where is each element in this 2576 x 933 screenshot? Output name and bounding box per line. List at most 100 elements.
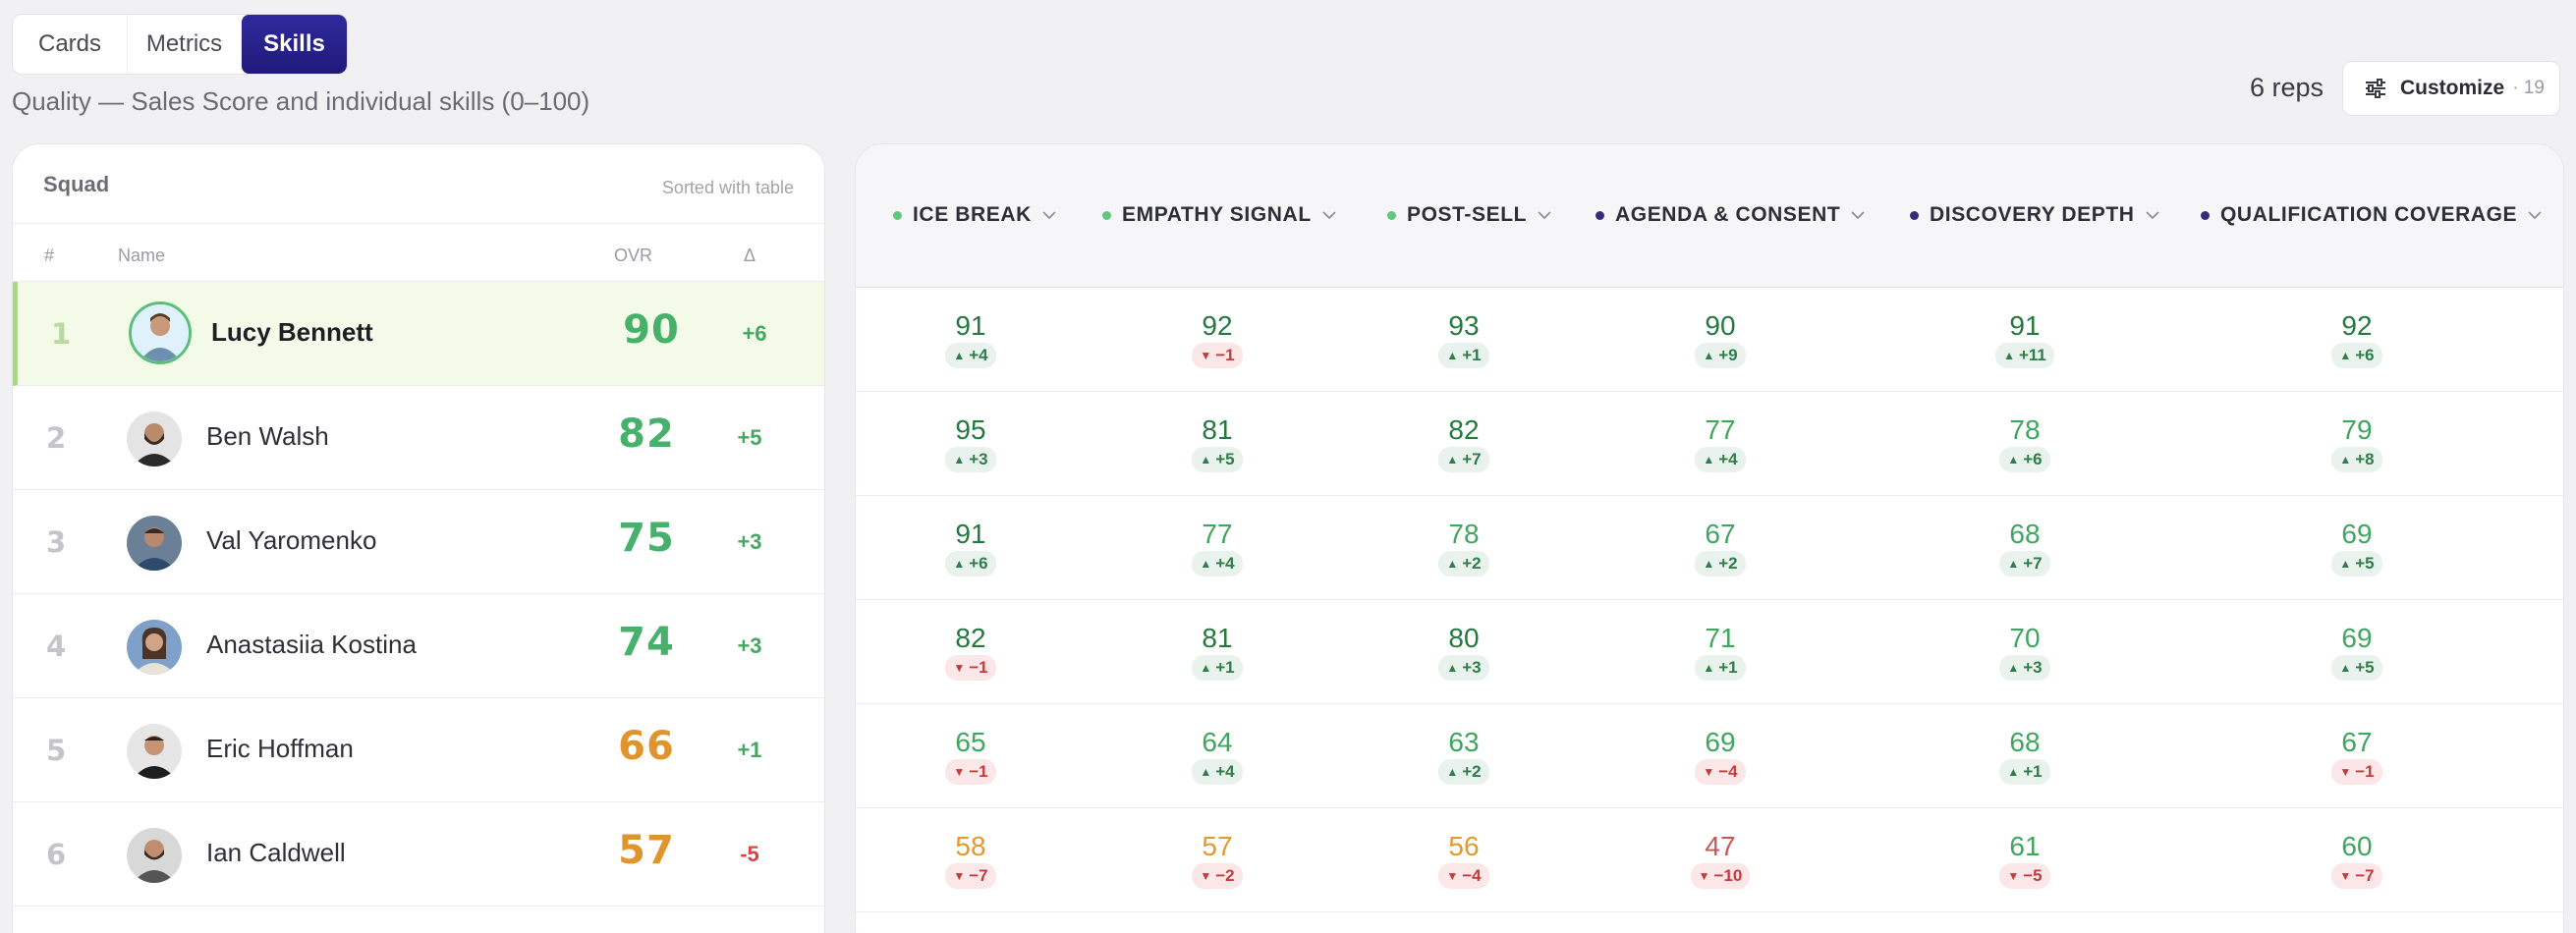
- rank: 6: [46, 838, 67, 871]
- squad-row[interactable]: 2 Ben Walsh 82 +5: [13, 386, 824, 490]
- rank: 2: [46, 421, 67, 455]
- skill-delta: −1: [2355, 762, 2375, 781]
- rank: 4: [46, 630, 67, 663]
- rank: 5: [46, 734, 67, 767]
- ovr-score: 90: [623, 307, 680, 353]
- squad-row[interactable]: 6 Ian Caldwell 57 -5: [13, 802, 824, 906]
- skill-score: 91: [955, 519, 986, 549]
- col-delta: Δ: [744, 246, 756, 265]
- skill-cell: 80 ▲ +3: [1405, 624, 1523, 681]
- chevron-down-icon: [1322, 210, 1336, 219]
- skill-score: 61: [2009, 831, 2041, 861]
- triangle-down-icon: ▼: [2339, 869, 2352, 883]
- ovr-score: 75: [618, 516, 675, 561]
- skill-score: 91: [955, 310, 986, 341]
- avatar: [127, 620, 182, 675]
- column-header-agenda-consent[interactable]: AGENDA & CONSENT: [1596, 203, 1865, 227]
- column-header-ice-break[interactable]: ICE BREAK: [893, 203, 1056, 227]
- skill-score: 69: [2341, 519, 2373, 549]
- triangle-up-icon: ▲: [2339, 349, 2352, 362]
- skill-cell: 65 ▼ −1: [912, 728, 1030, 785]
- skill-score: 71: [1705, 623, 1736, 653]
- skill-score: 92: [2341, 310, 2373, 341]
- skill-cell: 68 ▲ +7: [1966, 520, 2084, 576]
- skills-row[interactable]: 95 ▲ +3 81 ▲ +5 82 ▲ +7 77 ▲ +4 78 ▲ +6 79 ▲ +8: [856, 392, 2563, 496]
- skill-delta-badge: ▲ +5: [1192, 447, 1243, 472]
- skill-delta-badge: ▲ +4: [1695, 447, 1746, 472]
- customize-button[interactable]: Customize · 19: [2342, 61, 2560, 116]
- skill-cell: 67 ▼ −1: [2298, 728, 2416, 785]
- column-header-post-sell[interactable]: POST-SELL: [1387, 203, 1551, 227]
- squad-header: # Name OVR Δ: [13, 223, 824, 282]
- col-ovr: OVR: [614, 246, 653, 265]
- tab-cards[interactable]: Cards: [37, 30, 102, 57]
- skill-delta-badge: ▲ +9: [1695, 343, 1746, 368]
- skill-cell: 95 ▲ +3: [912, 415, 1030, 472]
- skill-delta-badge: ▲ +4: [1192, 759, 1243, 785]
- skill-cell: 56 ▼ −4: [1405, 832, 1523, 889]
- skill-score: 77: [1202, 519, 1233, 549]
- skill-cell: 77 ▲ +4: [1661, 415, 1779, 472]
- triangle-up-icon: ▲: [1446, 765, 1459, 779]
- rep-name: Ian Caldwell: [206, 838, 346, 867]
- triangle-up-icon: ▲: [2007, 765, 2020, 779]
- skill-delta-badge: ▼ −7: [945, 863, 996, 889]
- ovr-delta: -5: [740, 842, 759, 866]
- status-dot: [1102, 210, 1111, 220]
- skill-delta-badge: ▲ +3: [945, 447, 996, 472]
- customize-label: Customize: [2400, 77, 2505, 99]
- squad-row[interactable]: 3 Val Yaromenko 75 +3: [13, 490, 824, 594]
- column-header-qualification-coverage[interactable]: QUALIFICATION COVERAGE: [2201, 203, 2542, 227]
- skill-score: 47: [1705, 831, 1736, 861]
- status-dot: [1596, 210, 1604, 220]
- skill-delta-badge: ▲ +4: [945, 343, 996, 368]
- skill-delta-badge: ▲ +2: [1438, 759, 1489, 785]
- skill-cell: 81 ▲ +5: [1158, 415, 1276, 472]
- triangle-up-icon: ▲: [2007, 453, 2020, 466]
- skill-delta: +11: [2018, 346, 2046, 364]
- skill-delta: +6: [2355, 346, 2375, 364]
- skill-cell: 91 ▲ +11: [1966, 311, 2084, 368]
- skill-delta-badge: ▲ +6: [945, 551, 996, 576]
- skills-row[interactable]: 91 ▲ +6 77 ▲ +4 78 ▲ +2 67 ▲ +2 68 ▲ +7 69 ▲ +5: [856, 496, 2563, 600]
- col-name: Name: [118, 246, 166, 265]
- skills-row[interactable]: 82 ▼ −1 81 ▲ +1 80 ▲ +3 71 ▲ +1 70 ▲ +3 69 ▲ +5: [856, 600, 2563, 704]
- skill-score: 92: [1202, 310, 1233, 341]
- skill-score: 78: [2009, 414, 2041, 445]
- triangle-down-icon: ▼: [953, 765, 966, 779]
- chevron-down-icon: [1538, 210, 1551, 219]
- chevron-down-icon: [1851, 210, 1865, 219]
- skill-delta-badge: ▲ +2: [1438, 551, 1489, 576]
- skills-row[interactable]: 91 ▲ +4 92 ▼ −1 93 ▲ +1 90 ▲ +9 91 ▲ +11 92 ▲ +6: [856, 288, 2563, 392]
- triangle-up-icon: ▲: [1446, 661, 1459, 675]
- skill-delta: +4: [969, 346, 988, 364]
- skill-score: 57: [1202, 831, 1233, 861]
- skill-delta: +2: [1462, 762, 1482, 781]
- squad-row[interactable]: 1 Lucy Bennett 90 +6: [13, 282, 824, 386]
- skill-score: 68: [2009, 519, 2041, 549]
- status-dot: [1910, 210, 1919, 220]
- rep-name: Anastasiia Kostina: [206, 630, 417, 659]
- triangle-down-icon: ▼: [1703, 765, 1715, 779]
- skill-cell: 91 ▲ +4: [912, 311, 1030, 368]
- skill-delta: +4: [1215, 762, 1235, 781]
- column-header-empathy-signal[interactable]: EMPATHY SIGNAL: [1102, 203, 1336, 227]
- triangle-up-icon: ▲: [2339, 453, 2352, 466]
- triangle-down-icon: ▼: [1698, 869, 1710, 883]
- skills-row[interactable]: 58 ▼ −7 57 ▼ −2 56 ▼ −4 47 ▼ −10 61 ▼ −5 60 ▼ −7: [856, 808, 2563, 912]
- skill-delta: −1: [969, 762, 988, 781]
- view-tabs: Cards Metrics Skills: [12, 14, 348, 75]
- squad-row[interactable]: 5 Eric Hoffman 66 +1: [13, 698, 824, 802]
- skill-delta: +4: [1215, 554, 1235, 573]
- tab-skills[interactable]: Skills: [241, 15, 347, 74]
- customize-count: · 19: [2512, 78, 2545, 98]
- skill-delta: +7: [2023, 554, 2043, 573]
- chevron-down-icon: [2145, 210, 2159, 219]
- column-header-discovery-depth[interactable]: DISCOVERY DEPTH: [1910, 203, 2159, 227]
- tab-metrics[interactable]: Metrics: [127, 15, 241, 74]
- squad-row[interactable]: 4 Anastasiia Kostina 74 +3: [13, 594, 824, 698]
- triangle-up-icon: ▲: [2339, 661, 2352, 675]
- status-dot: [1387, 210, 1396, 220]
- skill-cell: 78 ▲ +2: [1405, 520, 1523, 576]
- skills-row[interactable]: 65 ▼ −1 64 ▲ +4 63 ▲ +2 69 ▼ −4 68 ▲ +1 67 ▼ −1: [856, 704, 2563, 808]
